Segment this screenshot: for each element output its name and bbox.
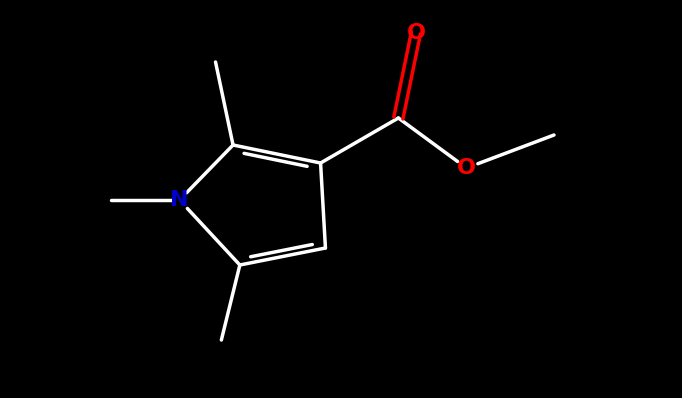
Text: O: O xyxy=(457,158,476,178)
Text: O: O xyxy=(406,23,426,43)
Text: N: N xyxy=(170,190,189,210)
